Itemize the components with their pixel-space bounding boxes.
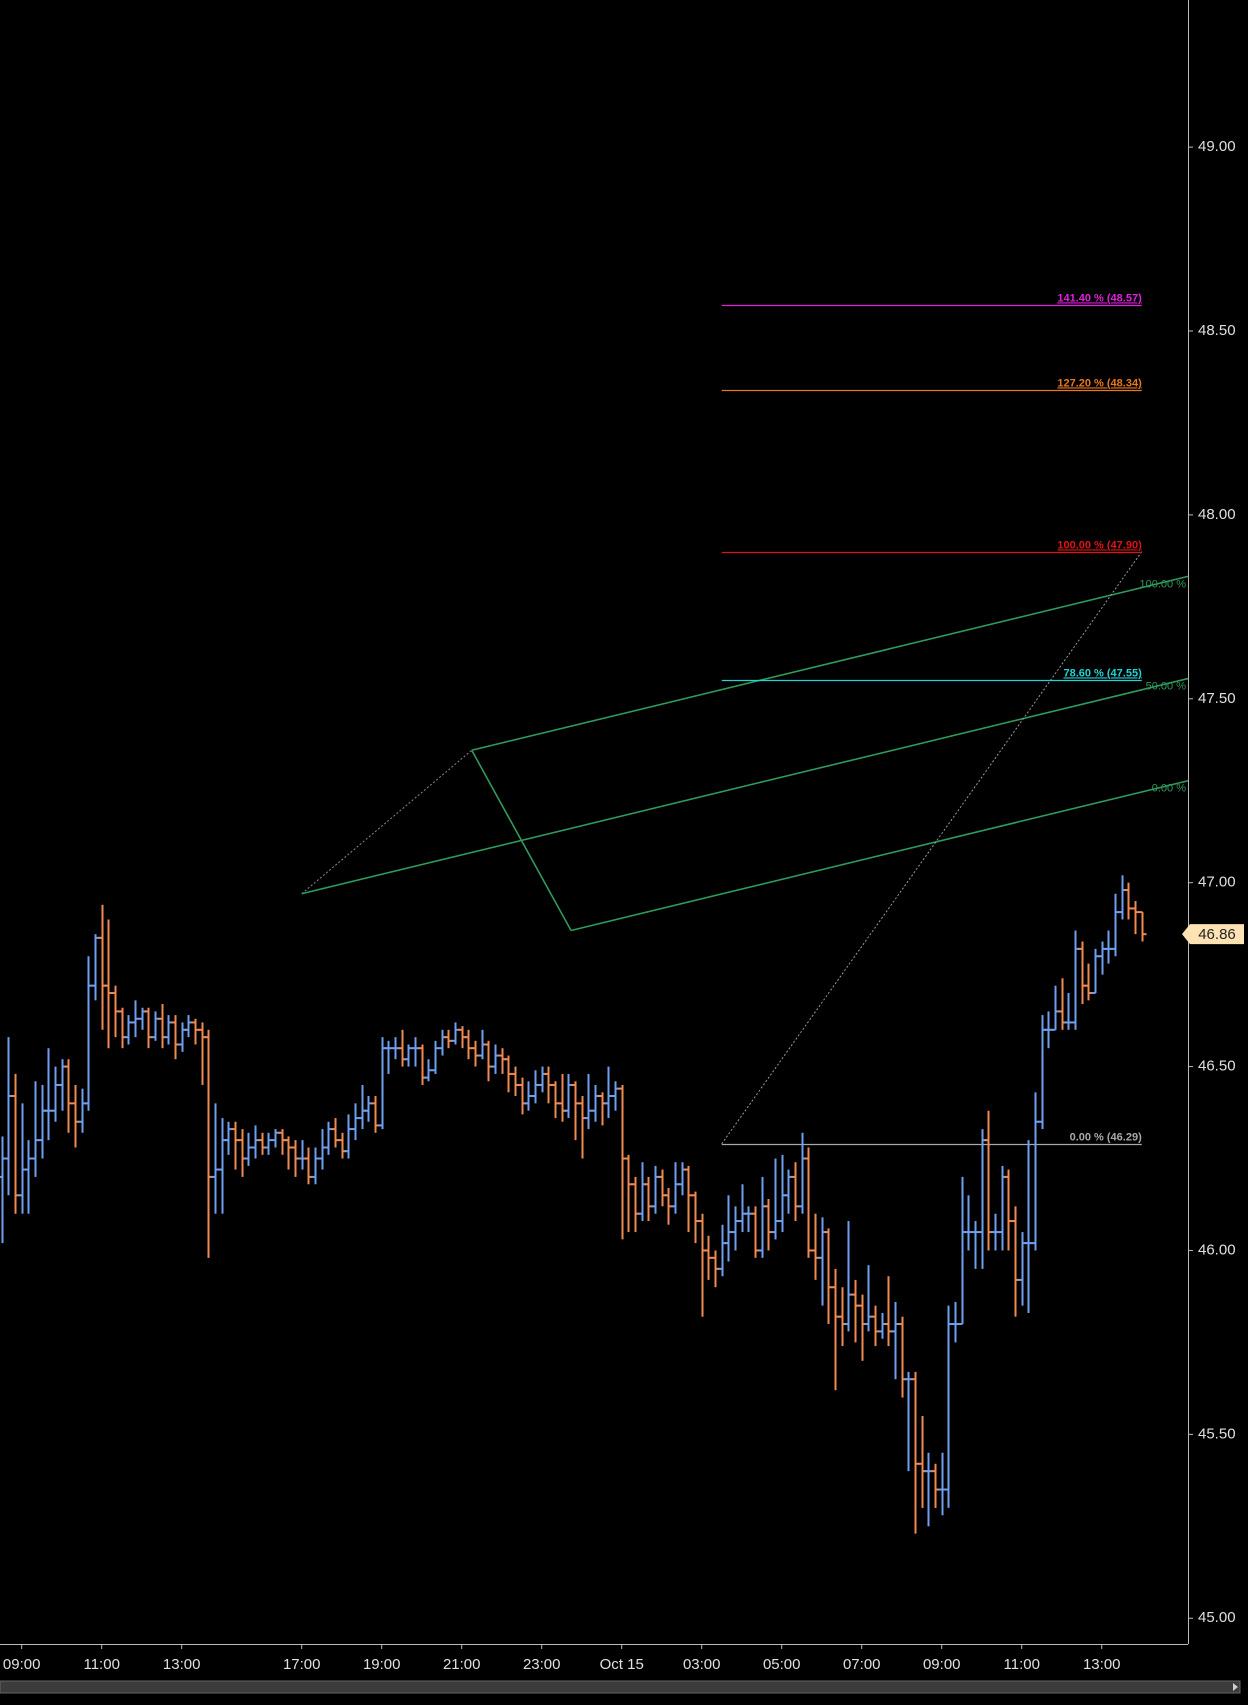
fib-level-label: 78.60 % (47.55)	[1063, 667, 1142, 679]
fib-baseline	[721, 551, 1143, 1145]
pitchfork-label: 100.00 %	[1140, 578, 1187, 590]
y-tick-label: 46.00	[1198, 1241, 1236, 1258]
fib-level-label: 141.40 % (48.57)	[1057, 292, 1142, 304]
x-tick-label: 11:00	[83, 1656, 119, 1673]
x-tick-label: 05:00	[763, 1656, 801, 1673]
x-tick-label: 03:00	[683, 1656, 721, 1673]
x-tick-label: 23:00	[523, 1656, 561, 1673]
y-tick-label: 47.50	[1198, 690, 1236, 707]
y-tick-label: 48.50	[1198, 322, 1236, 339]
scrollbar[interactable]	[0, 1680, 1241, 1694]
y-tick-label: 46.50	[1198, 1058, 1236, 1075]
y-tick-label: 45.50	[1198, 1425, 1236, 1442]
y-tick-label: 48.00	[1198, 506, 1236, 523]
x-tick-label: 13:00	[1083, 1656, 1121, 1673]
x-tick-label: 11:00	[1004, 1656, 1040, 1673]
pitchfork-line	[471, 575, 1189, 752]
last-price-label: 46.86	[1198, 926, 1236, 943]
y-tick-label: 47.00	[1198, 874, 1236, 891]
x-tick-label: 19:00	[363, 1656, 401, 1673]
y-tick-label: 49.00	[1198, 138, 1236, 155]
last-price-tag	[1182, 924, 1244, 945]
fib-level-label: 0.00 % (46.29)	[1070, 1131, 1142, 1143]
pitchfork: 100.00 % 50.00 % 0.00 %	[301, 575, 1189, 932]
pitchfork-label: 0.00 %	[1152, 783, 1186, 795]
y-tick-label: 45.00	[1198, 1609, 1236, 1626]
scroll-arrow[interactable]	[1233, 1683, 1238, 1691]
pitchfork-line	[570, 779, 1189, 932]
x-tick-label: Oct 15	[600, 1656, 644, 1673]
x-tick-label: 07:00	[843, 1656, 881, 1673]
fib-level-label: 100.00 % (47.90)	[1057, 539, 1142, 551]
fib-level-label: 127.20 % (48.34)	[1057, 377, 1142, 389]
x-tick-label: 17:00	[283, 1656, 321, 1673]
x-tick-label: 09:00	[3, 1656, 41, 1673]
pitchfork-line	[301, 677, 1189, 895]
pitchfork-handle	[301, 749, 473, 895]
pitchfork-label: 50.00 %	[1146, 680, 1187, 692]
x-tick-label: 21:00	[443, 1656, 481, 1673]
x-tick-label: 13:00	[163, 1656, 201, 1673]
x-tick-label: 09:00	[923, 1656, 961, 1673]
